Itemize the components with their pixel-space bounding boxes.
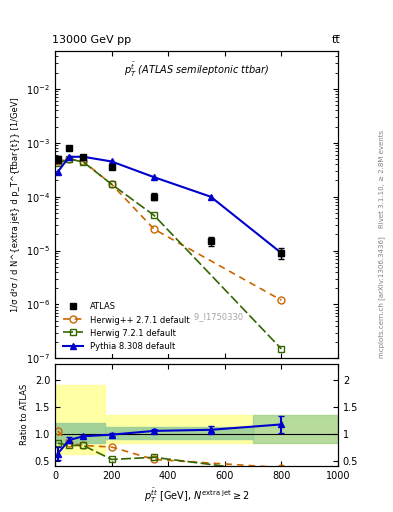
Text: $p_T^{\bar{t}}$ (ATLAS semileptonic ttbar): $p_T^{\bar{t}}$ (ATLAS semileptonic ttba… bbox=[124, 60, 269, 79]
Bar bbox=[55, 385, 105, 454]
Legend: ATLAS, Herwig++ 2.7.1 default, Herwig 7.2.1 default, Pythia 8.308 default: ATLAS, Herwig++ 2.7.1 default, Herwig 7.… bbox=[59, 299, 193, 354]
Bar bbox=[55, 423, 105, 443]
Y-axis label: 1/σ d²σ / d N^{extra jet} d p_T^{t̅bar{t}} [1/GeV]: 1/σ d²σ / d N^{extra jet} d p_T^{t̅bar{t… bbox=[11, 97, 20, 312]
Text: mcplots.cern.ch [arXiv:1306.3436]: mcplots.cern.ch [arXiv:1306.3436] bbox=[378, 236, 385, 358]
Bar bbox=[105, 427, 253, 439]
Bar bbox=[105, 415, 253, 443]
Text: Rivet 3.1.10, ≥ 2.8M events: Rivet 3.1.10, ≥ 2.8M events bbox=[379, 130, 385, 228]
X-axis label: $p_T^{\bar{t}t}$ [GeV], $N^{\mathrm{extra\ jet}} \geq 2$: $p_T^{\bar{t}t}$ [GeV], $N^{\mathrm{extr… bbox=[143, 486, 250, 504]
Text: tt̅: tt̅ bbox=[332, 35, 341, 45]
Bar bbox=[253, 415, 338, 443]
Text: 13000 GeV pp: 13000 GeV pp bbox=[52, 35, 131, 45]
Y-axis label: Ratio to ATLAS: Ratio to ATLAS bbox=[20, 384, 29, 445]
Bar bbox=[253, 415, 338, 443]
Text: ATLAS_2019_I1750330: ATLAS_2019_I1750330 bbox=[149, 312, 244, 322]
